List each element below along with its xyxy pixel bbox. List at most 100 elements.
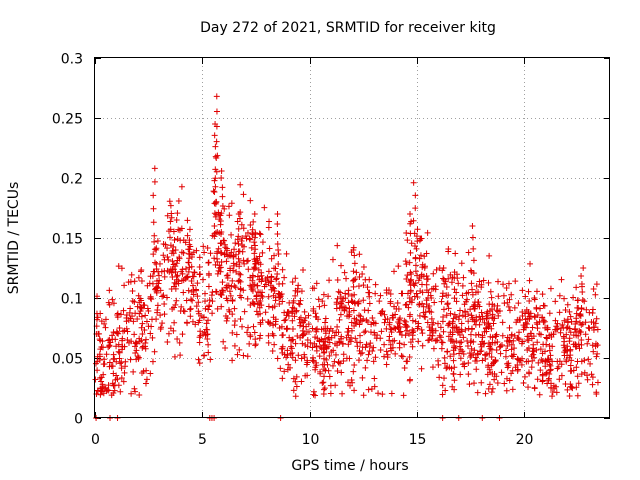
data-point [265, 303, 272, 310]
data-point [400, 392, 407, 399]
data-point [399, 353, 406, 360]
data-point [309, 344, 316, 351]
data-point [363, 341, 370, 348]
data-point [312, 366, 319, 373]
data-point [151, 238, 158, 245]
data-point [211, 210, 218, 217]
data-point [195, 319, 202, 326]
data-point [204, 245, 211, 252]
data-point [116, 355, 123, 362]
data-point [409, 332, 416, 339]
data-point [187, 296, 194, 303]
data-point [281, 274, 288, 281]
data-point [481, 319, 488, 326]
data-point [136, 391, 143, 398]
data-point [439, 382, 446, 389]
data-point [486, 381, 493, 388]
data-point [353, 339, 360, 346]
data-point [328, 334, 335, 341]
data-point [315, 296, 322, 303]
data-point [521, 373, 528, 380]
data-point [231, 342, 238, 349]
data-point [414, 294, 421, 301]
data-point [419, 281, 426, 288]
data-point [337, 311, 344, 318]
data-point [379, 391, 386, 398]
data-point [244, 353, 251, 360]
data-point [236, 263, 243, 270]
data-point [566, 338, 573, 345]
data-point [217, 231, 224, 237]
data-point [457, 339, 464, 346]
data-point [531, 296, 538, 303]
data-point [187, 305, 194, 312]
data-point [465, 249, 472, 256]
data-point [539, 372, 546, 379]
data-point [527, 313, 534, 320]
data-point [461, 301, 468, 308]
data-point [158, 324, 165, 331]
data-point [539, 314, 546, 321]
data-point [280, 332, 287, 339]
data-point [334, 277, 341, 283]
data-point [150, 219, 157, 226]
data-point [127, 356, 134, 363]
data-point [542, 348, 549, 355]
data-point [573, 284, 580, 291]
data-point [139, 344, 146, 351]
data-point [438, 345, 445, 352]
data-point [94, 387, 101, 394]
data-point [247, 197, 254, 204]
data-point [151, 348, 158, 355]
data-point [151, 165, 158, 172]
data-point [266, 218, 273, 225]
data-point [481, 340, 488, 347]
data-point [474, 301, 481, 308]
data-point [477, 348, 484, 355]
data-point [585, 336, 592, 343]
data-point [257, 310, 264, 317]
data-point [205, 349, 212, 356]
data-point [220, 338, 227, 345]
data-point [149, 280, 156, 287]
data-point [237, 181, 244, 188]
data-point [384, 354, 391, 361]
data-point [412, 205, 419, 212]
data-point [364, 284, 371, 291]
data-point [243, 235, 250, 242]
data-point [384, 316, 391, 323]
data-point [190, 273, 197, 280]
data-point [458, 339, 465, 346]
data-point [545, 357, 552, 363]
data-point [101, 320, 108, 327]
data-point [171, 319, 178, 326]
data-point [383, 348, 390, 355]
data-point [515, 356, 522, 363]
data-point [149, 273, 156, 280]
data-point [432, 283, 439, 290]
data-point [423, 297, 430, 304]
data-point [322, 315, 329, 322]
data-point [167, 218, 174, 225]
data-point [453, 271, 460, 278]
data-point [251, 239, 258, 246]
data-point [265, 332, 272, 339]
data-point [189, 282, 196, 289]
data-point [256, 335, 263, 342]
data-point [418, 326, 425, 333]
data-point [114, 376, 121, 383]
data-point [99, 381, 106, 388]
data-point [398, 331, 405, 338]
data-point [415, 338, 422, 345]
data-point [150, 251, 157, 258]
data-point [335, 359, 342, 366]
y-tick-label: 0.15 [52, 232, 83, 248]
data-point [98, 378, 105, 385]
data-point [200, 243, 207, 250]
data-point [343, 275, 350, 282]
data-point [448, 365, 455, 372]
data-point [487, 341, 494, 348]
data-point [192, 321, 199, 328]
data-point [321, 385, 328, 392]
data-point [367, 329, 374, 336]
